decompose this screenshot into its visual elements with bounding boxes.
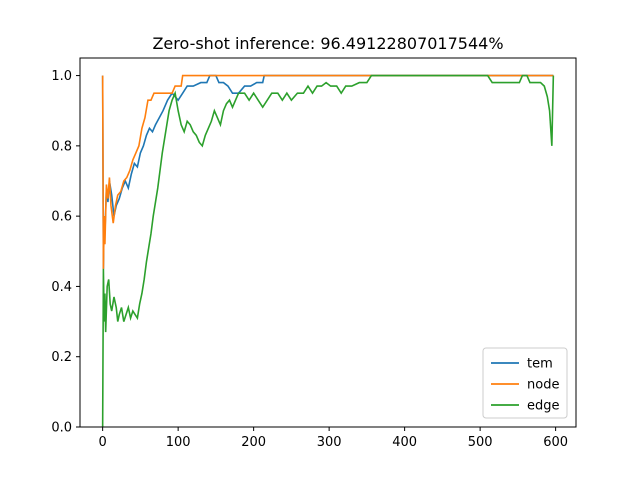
- legend-label-edge: edge: [527, 399, 560, 414]
- y-tick-label: 0.4: [51, 280, 72, 295]
- x-tick-label: 600: [543, 435, 568, 450]
- y-tick-label: 1.0: [51, 69, 72, 84]
- axes: 0 100 200 300 400 500 600 0.0 0.2 0.4 0.6 0.8 1.0: [51, 57, 577, 450]
- plot-area: [101, 74, 555, 428]
- plot-frame: [79, 57, 577, 428]
- chart-title: Zero-shot inference: 96.49122807017544%: [152, 34, 503, 53]
- series-line-node: [101, 74, 554, 269]
- y-tick-label: 0.6: [51, 210, 72, 225]
- y-tick-label: 0.8: [51, 139, 72, 154]
- x-tick-label: 0: [99, 435, 107, 450]
- x-tick-label: 200: [241, 435, 266, 450]
- x-tick-label: 500: [468, 435, 493, 450]
- legend-label-node: node: [527, 378, 559, 393]
- legend-label-tem: tem: [527, 357, 553, 372]
- y-tick-label: 0.0: [51, 421, 72, 436]
- x-tick-label: 300: [317, 435, 342, 450]
- legend-box: [482, 347, 568, 419]
- legend: tem node edge: [482, 347, 568, 419]
- x-tick-label: 100: [166, 435, 191, 450]
- x-tick-label: 400: [392, 435, 417, 450]
- y-tick-label: 0.2: [51, 350, 72, 365]
- series-line-edge: [101, 74, 555, 428]
